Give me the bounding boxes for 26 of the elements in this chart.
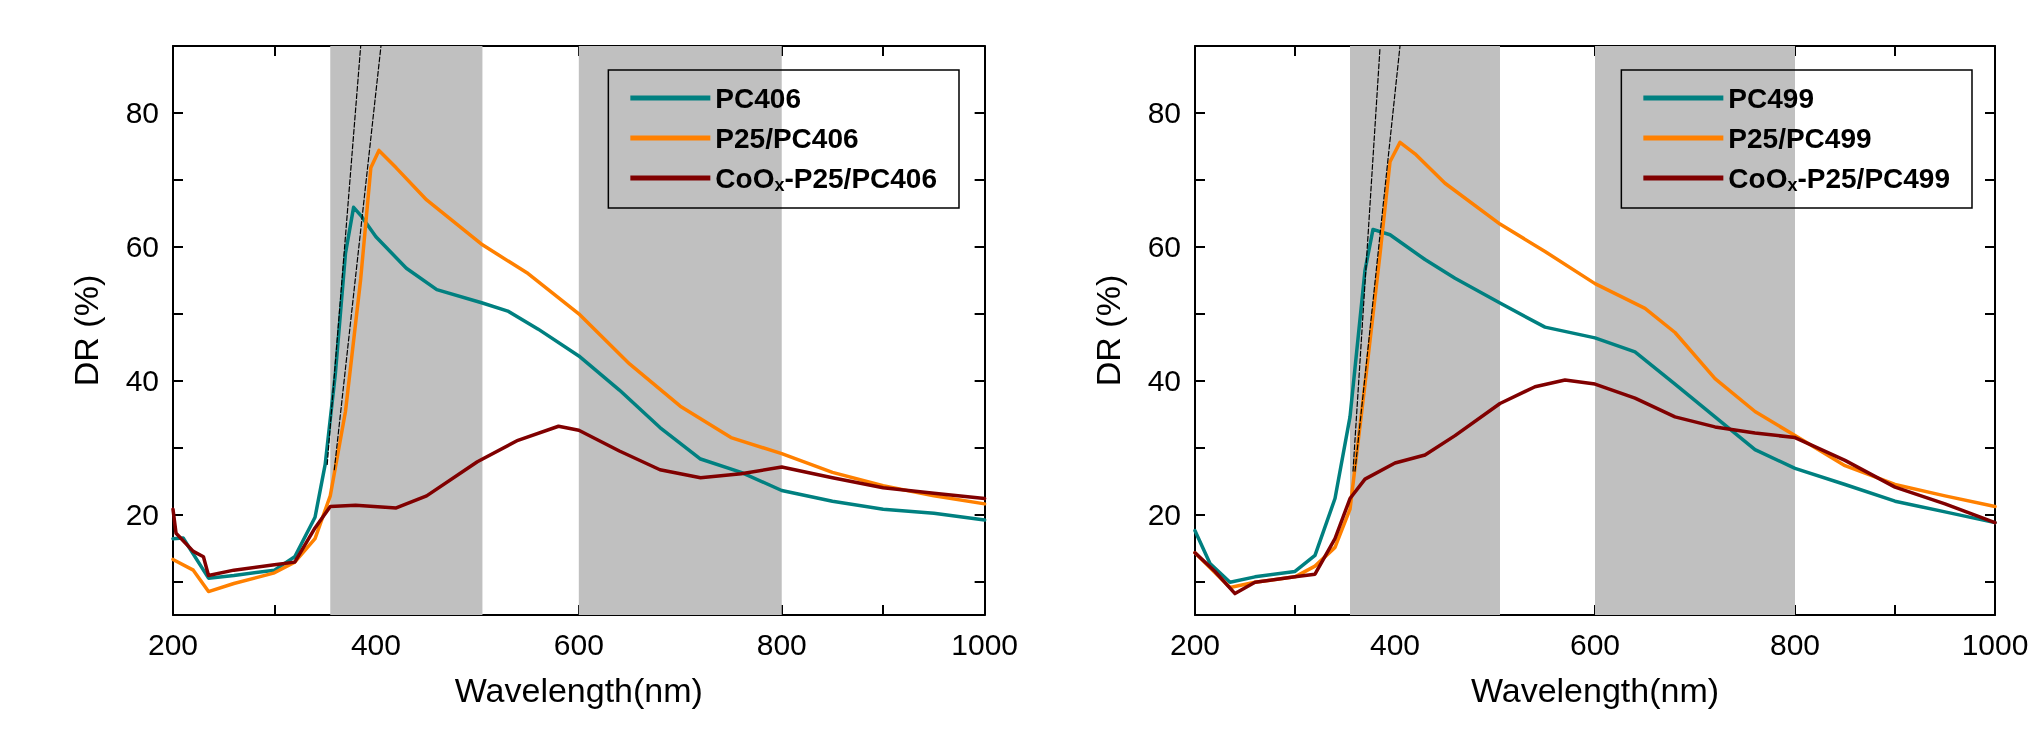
- legend-label: PC499: [1728, 82, 1814, 114]
- x-tick-label: 600: [553, 627, 604, 661]
- x-tick-label: 400: [1369, 627, 1421, 661]
- x-axis-title: Wavelength(nm): [454, 671, 703, 709]
- x-tick-label: 1000: [1961, 627, 2029, 661]
- y-tick-label: 80: [1147, 96, 1181, 130]
- y-tick-label: 20: [125, 498, 159, 532]
- y-tick-label: 60: [125, 230, 159, 264]
- y-tick-label: 80: [125, 96, 159, 130]
- y-axis-title: DR (%): [1089, 274, 1127, 387]
- x-tick-label: 400: [350, 627, 401, 661]
- x-tick-label: 1000: [951, 627, 1019, 661]
- y-tick-label: 20: [1147, 498, 1181, 532]
- x-tick-label: 200: [1169, 627, 1221, 661]
- x-tick-label: 600: [1569, 627, 1621, 661]
- x-tick-label: 800: [1769, 627, 1821, 661]
- y-tick-label: 40: [1147, 364, 1181, 398]
- y-tick-label: 40: [125, 364, 159, 398]
- x-tick-label: 200: [147, 627, 199, 661]
- legend-label: P25/PC499: [1728, 122, 1872, 154]
- x-tick-label: 800: [756, 627, 807, 661]
- y-axis-title: DR (%): [67, 274, 105, 387]
- y-tick-label: 60: [1147, 230, 1181, 264]
- legend-label: PC406: [715, 82, 801, 114]
- legend-label: P25/PC406: [715, 122, 859, 154]
- x-axis-title: Wavelength(nm): [1470, 671, 1720, 709]
